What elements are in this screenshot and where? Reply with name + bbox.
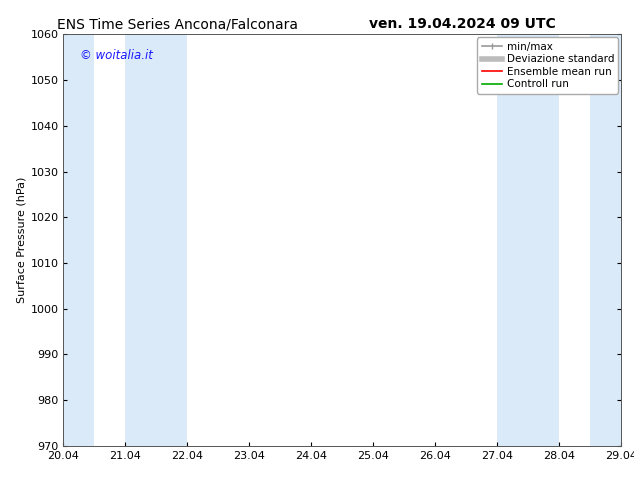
Legend: min/max, Deviazione standard, Ensemble mean run, Controll run: min/max, Deviazione standard, Ensemble m… xyxy=(477,37,618,94)
Bar xyxy=(497,34,559,446)
Text: ven. 19.04.2024 09 UTC: ven. 19.04.2024 09 UTC xyxy=(370,17,556,31)
Title: ENS Time Series Ancona/Falconara    ven. 19.04.2024 09 UTC: ENS Time Series Ancona/Falconara ven. 19… xyxy=(0,489,1,490)
Text: © woitalia.it: © woitalia.it xyxy=(80,49,153,62)
Bar xyxy=(63,34,94,446)
Text: ENS Time Series Ancona/Falconara: ENS Time Series Ancona/Falconara xyxy=(57,17,298,31)
Bar xyxy=(126,34,188,446)
Bar xyxy=(590,34,621,446)
Y-axis label: Surface Pressure (hPa): Surface Pressure (hPa) xyxy=(16,177,26,303)
